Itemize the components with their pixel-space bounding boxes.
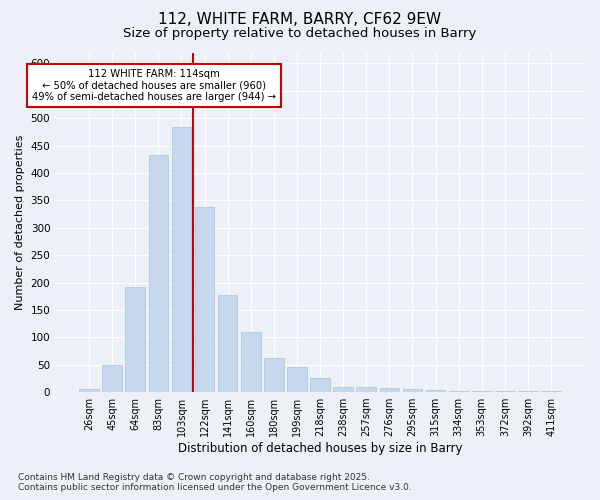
Bar xyxy=(149,156,168,392)
Bar xyxy=(264,358,284,392)
Text: Contains HM Land Registry data © Crown copyright and database right 2025.
Contai: Contains HM Land Registry data © Crown c… xyxy=(18,473,412,492)
Bar xyxy=(380,388,399,392)
Y-axis label: Number of detached properties: Number of detached properties xyxy=(15,134,25,310)
Bar xyxy=(103,364,122,392)
Bar xyxy=(403,390,422,392)
Bar xyxy=(472,391,491,392)
Bar xyxy=(195,207,214,392)
Text: Size of property relative to detached houses in Barry: Size of property relative to detached ho… xyxy=(124,28,476,40)
Bar xyxy=(310,378,330,392)
Bar xyxy=(79,390,99,392)
Text: 112, WHITE FARM, BARRY, CF62 9EW: 112, WHITE FARM, BARRY, CF62 9EW xyxy=(158,12,442,28)
Bar xyxy=(449,391,469,392)
Text: 112 WHITE FARM: 114sqm
← 50% of detached houses are smaller (960)
49% of semi-de: 112 WHITE FARM: 114sqm ← 50% of detached… xyxy=(32,69,276,102)
Bar xyxy=(287,368,307,392)
Bar xyxy=(518,391,538,392)
Bar xyxy=(172,127,191,392)
Bar xyxy=(241,332,260,392)
Bar xyxy=(426,390,445,392)
Bar xyxy=(495,391,515,392)
Bar xyxy=(334,386,353,392)
X-axis label: Distribution of detached houses by size in Barry: Distribution of detached houses by size … xyxy=(178,442,463,455)
Bar xyxy=(356,386,376,392)
Bar xyxy=(218,294,238,392)
Bar xyxy=(125,287,145,392)
Bar xyxy=(541,391,561,392)
